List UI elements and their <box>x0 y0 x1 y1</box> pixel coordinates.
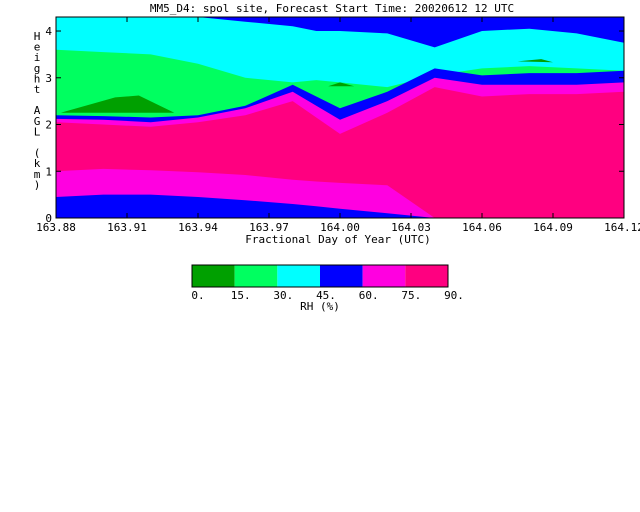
y-label-char: e <box>34 41 41 54</box>
band-75-90 <box>56 87 624 218</box>
x-tick-label: 164.12 <box>604 221 640 234</box>
x-axis: 163.88 163.91 163.94 163.97 164.00 164.03 164.… <box>36 17 640 234</box>
colorbar: 0. 15. 30. 45. 60. 75. 90. <box>191 264 464 302</box>
band-0-15-pocket-3 <box>517 59 553 63</box>
colorbar-tick-label: 15. <box>231 289 251 302</box>
x-axis-label: Fractional Day of Year (UTC) <box>245 233 430 246</box>
x-tick-label: 164.06 <box>462 221 502 234</box>
x-tick-label: 163.91 <box>107 221 147 234</box>
x-tick-label: 163.88 <box>36 221 76 234</box>
colorbar-swatch <box>234 265 278 287</box>
x-tick-label: 163.94 <box>178 221 218 234</box>
colorbar-swatch <box>362 265 406 287</box>
y-axis: 0 1 2 3 4 <box>45 25 624 225</box>
chart-title: MM5_D4: spol site, Forecast Start Time: … <box>150 2 514 15</box>
x-tick-label: 164.03 <box>391 221 431 234</box>
colorbar-swatch <box>320 265 363 287</box>
y-label-char: t <box>34 83 41 96</box>
y-label-char: H <box>34 30 41 43</box>
y-label-char: h <box>34 72 41 85</box>
y-label-char: i <box>34 51 41 64</box>
y-tick-label: 2 <box>45 119 52 132</box>
band-0-15-pocket-1 <box>60 95 175 113</box>
y-tick-label: 1 <box>45 165 52 178</box>
y-label-char: G <box>34 115 41 128</box>
y-tick-label: 4 <box>45 25 52 38</box>
y-tick-label: 3 <box>45 72 52 85</box>
y-label-char: L <box>34 125 41 138</box>
colorbar-tick-label: 0. <box>191 289 204 302</box>
colorbar-swatch <box>277 265 320 287</box>
y-label-char: m <box>34 168 41 181</box>
colorbar-tick-label: 45. <box>316 289 336 302</box>
colorbar-swatch <box>405 265 448 287</box>
colorbar-frame <box>191 264 449 288</box>
colorbar-tick-label: 60. <box>359 289 379 302</box>
y-label-char: k <box>34 157 41 170</box>
x-tick-label: 164.00 <box>320 221 360 234</box>
colorbar-swatch <box>192 265 235 287</box>
y-label-char: ( <box>34 147 41 160</box>
y-tick-label: 0 <box>45 212 52 225</box>
colorbar-tick-label: 30. <box>273 289 293 302</box>
plot-area <box>56 17 624 219</box>
y-label-char: ) <box>34 178 41 191</box>
x-tick-label: 163.97 <box>249 221 289 234</box>
x-tick-label: 164.09 <box>533 221 573 234</box>
colorbar-tick-label: 90. <box>444 289 464 302</box>
colorbar-label: RH (%) <box>300 300 340 313</box>
colorbar-tick-label: 75. <box>401 289 421 302</box>
band-0-15-pocket-2 <box>328 82 355 87</box>
y-label-char: g <box>34 62 41 75</box>
y-label-char: A <box>34 104 41 117</box>
